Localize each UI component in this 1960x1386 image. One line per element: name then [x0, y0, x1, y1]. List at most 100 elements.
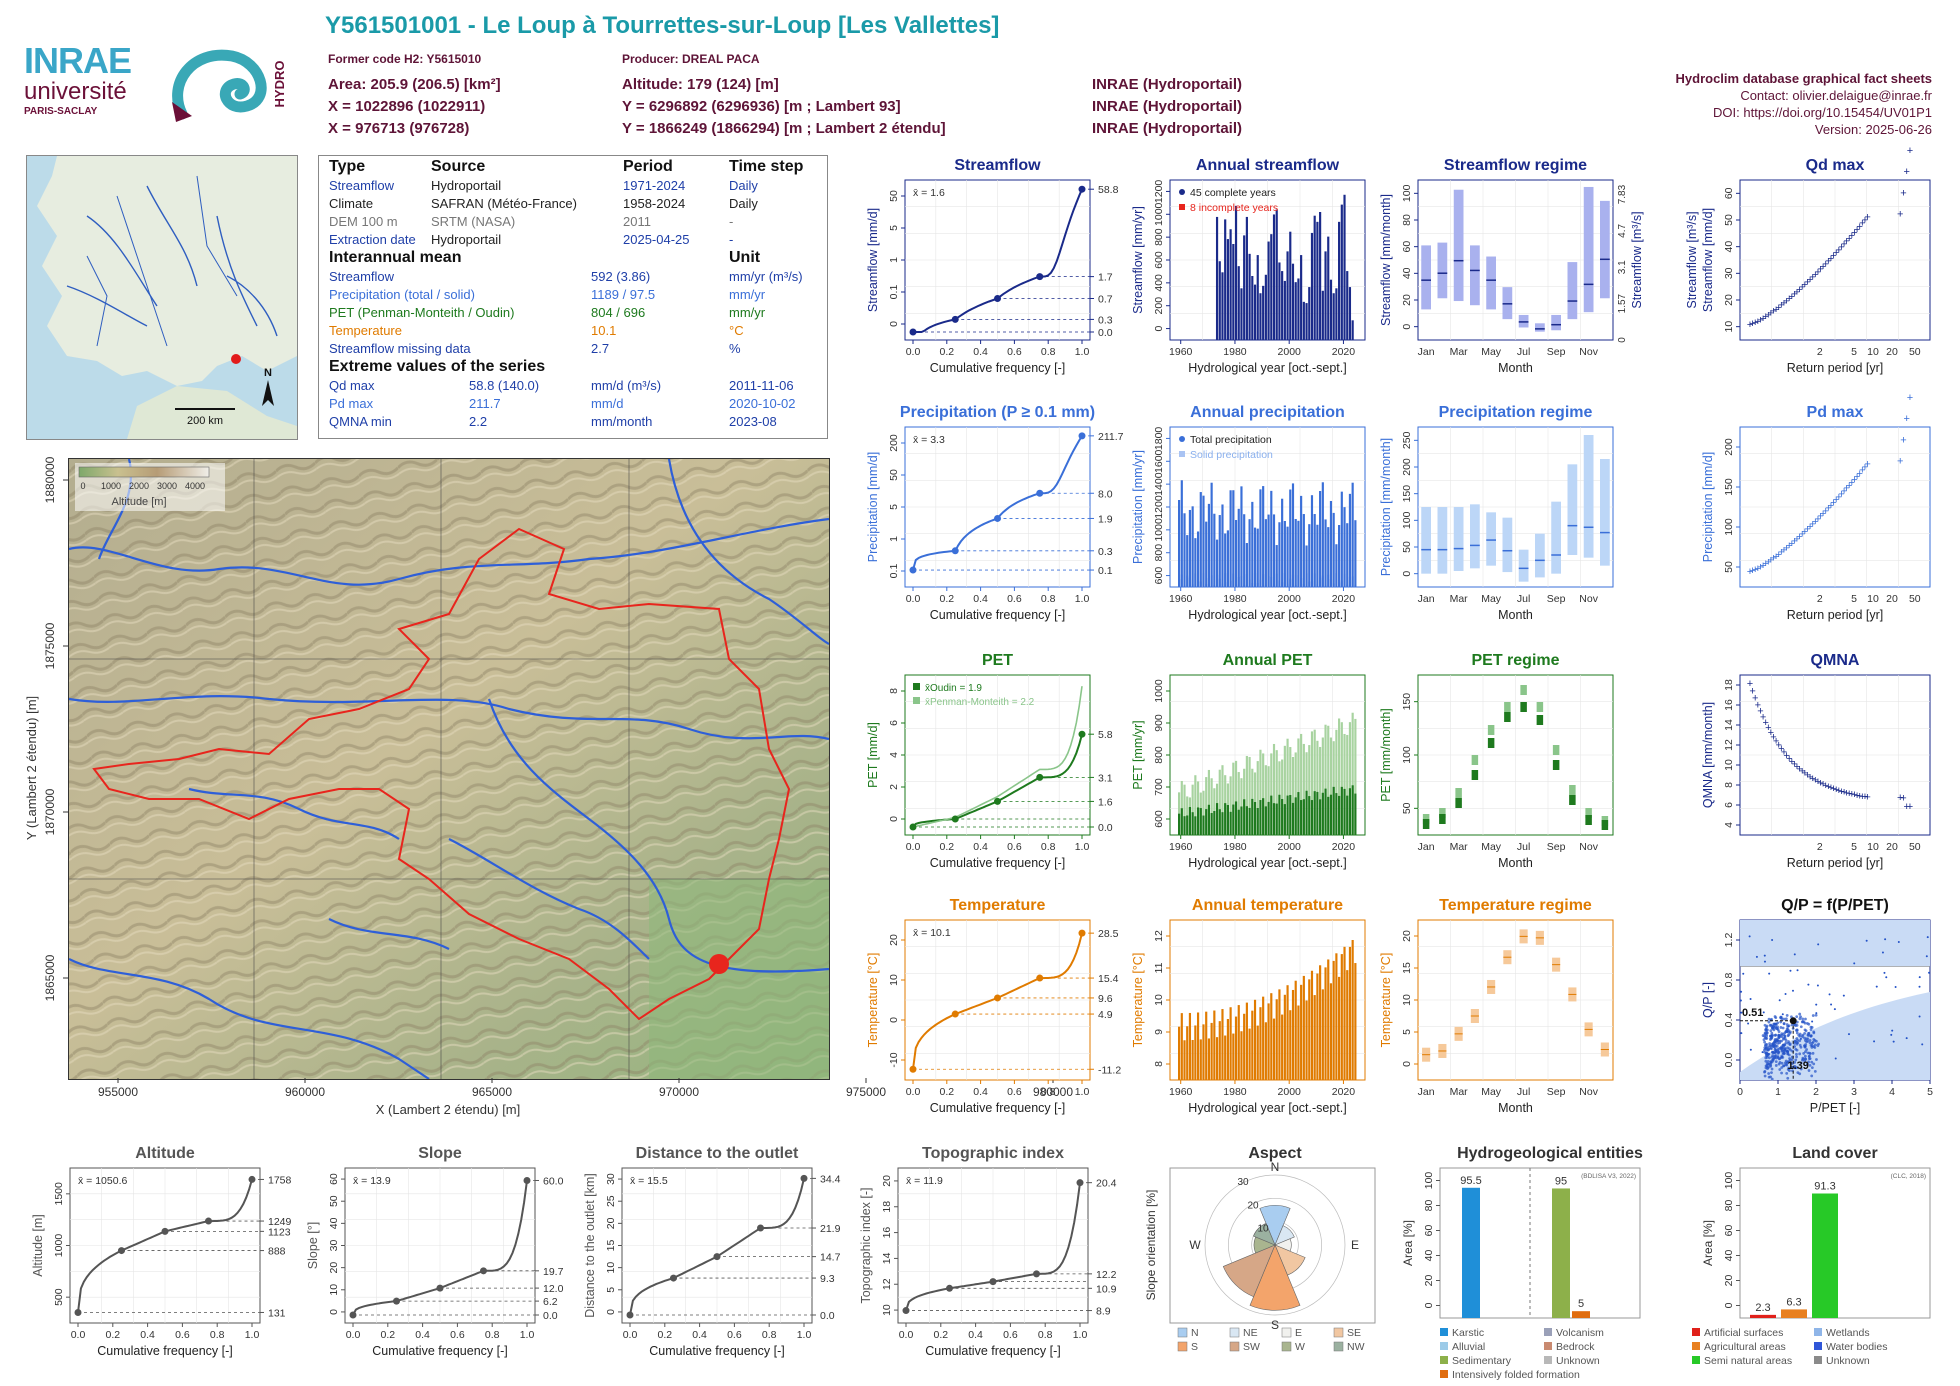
annual-bar [1256, 528, 1259, 587]
map-x-tick-label: 955000 [98, 1085, 138, 1099]
mean-label: x̄ = 1050.6 [78, 1175, 127, 1187]
x-tick-label: 3 [1851, 1086, 1857, 1098]
y-axis-label: Streamflow [mm/month] [1379, 194, 1393, 326]
annual-bar [1264, 519, 1267, 587]
panel-title-annual_streamflow: Annual streamflow [1196, 157, 1340, 174]
return-point: + [1843, 483, 1849, 495]
qp-point [1778, 1046, 1782, 1050]
return-point: + [1830, 783, 1836, 795]
qp-point [1778, 1041, 1782, 1045]
return-point: + [1823, 505, 1829, 517]
extreme-row-value: 2.2 [469, 414, 488, 429]
right-quantile-label: 0.0 [1098, 822, 1113, 834]
y-tick-label: 6 [888, 720, 900, 726]
qp-point [1767, 1020, 1771, 1024]
annual-bar [1289, 489, 1292, 587]
qp-point [1763, 954, 1766, 957]
regime-box-oudin [1439, 814, 1446, 824]
landcover-bar-label: 91.3 [1814, 1181, 1835, 1193]
doi[interactable]: DOI: https://doi.org/10.15454/UV01P1 [1713, 105, 1932, 120]
info-row-source: Hydroportail [431, 232, 502, 247]
return-point: + [1783, 542, 1789, 554]
return-point: + [1778, 743, 1784, 755]
x-tick-label: 0.4 [973, 346, 988, 358]
y-tick-label: 18 [1723, 679, 1735, 691]
info-table: Type Source Period Time step Interannual… [318, 155, 828, 439]
qp-point [1768, 1056, 1771, 1060]
y-tick-label: -10 [888, 1052, 900, 1067]
y-tick-label: 100 [1723, 518, 1735, 536]
y-tick-label: 10 [881, 1304, 893, 1316]
return-point: + [1755, 563, 1761, 575]
annual-bar [1310, 232, 1314, 340]
return-point: + [1854, 224, 1860, 236]
return-point: + [1768, 555, 1774, 567]
x-tick-label: 50 [1909, 346, 1921, 358]
return-point: + [1799, 529, 1805, 541]
x-tick-label: Jan [1418, 593, 1435, 605]
area: Area: 205.9 (206.5) [km²] [328, 76, 501, 93]
x-tick-label: 0.2 [657, 1329, 672, 1341]
return-point: + [1849, 789, 1855, 801]
annual-bar [1329, 983, 1333, 1080]
contact[interactable]: Contact: olivier.delaigue@inrae.fr [1740, 88, 1932, 103]
annual-bar [1308, 287, 1311, 340]
qp-point [1780, 1035, 1784, 1039]
return-point: + [1897, 208, 1903, 220]
compass-s: S [1271, 1318, 1279, 1332]
annual-bar-light [1262, 753, 1265, 835]
annual-bar-light [1259, 749, 1262, 835]
annual-bar-light [1234, 760, 1238, 835]
quantile-point [1078, 929, 1086, 937]
y-tick-label: 20 [888, 934, 900, 946]
annual-bar [1215, 803, 1219, 835]
qp-point [1808, 1051, 1811, 1055]
legend-label: E [1295, 1327, 1302, 1339]
y-tick-label: 0.1 [888, 285, 900, 300]
annual-bar-light [1351, 712, 1354, 835]
annual-bar-light [1221, 765, 1224, 835]
regime-box-penman [1536, 702, 1544, 712]
panel-title-landcover: Land cover [1792, 1145, 1877, 1162]
quantile-point [118, 1247, 125, 1255]
annual-bar [1251, 276, 1254, 340]
x-tick-label: 0.6 [1003, 1329, 1018, 1341]
qp-point [1771, 1050, 1775, 1054]
quantile-point [909, 566, 917, 574]
regime-box-penman [1504, 702, 1511, 712]
return-point: + [1768, 308, 1774, 320]
x-tick-label: 0.0 [623, 1329, 638, 1341]
annual-bar [1343, 946, 1346, 1080]
regime-box [1486, 512, 1496, 566]
qp-point [1763, 1074, 1767, 1078]
y-tick-label: 60 [328, 1173, 340, 1185]
x-tick-label: 2 [1817, 593, 1823, 605]
regime-box-penman [1455, 788, 1462, 798]
y-tick-label: 0 [328, 1309, 340, 1315]
x-tick-label: 0.0 [71, 1329, 86, 1341]
y-tick-label: 10 [1153, 994, 1165, 1006]
annual-bar [1319, 490, 1322, 587]
mean-label: x̄ = 15.5 [630, 1175, 668, 1187]
qp-point [1788, 1058, 1792, 1062]
y-tick-label: 1 [888, 536, 900, 542]
annual-bar-light [1256, 761, 1259, 835]
qp-point [1771, 1042, 1775, 1046]
annual-bar [1316, 524, 1319, 587]
return-point: + [1812, 775, 1818, 787]
y-tick-label: 1200 [1153, 180, 1165, 204]
annual-bar [1234, 205, 1238, 340]
x-tick-label: 0.2 [939, 841, 954, 853]
annual-bar-light [1286, 738, 1289, 835]
regime-box [1486, 256, 1496, 310]
qp-point [1762, 1011, 1765, 1014]
x-tick-label: 0.0 [346, 1329, 361, 1341]
x-tick-label: 0.4 [973, 1086, 988, 1098]
right-quantile-label: 14.7 [820, 1252, 841, 1264]
panel-title-slope_cdf: Slope [418, 1145, 462, 1162]
annual-bar [1294, 282, 1297, 340]
annual-bar [1178, 1026, 1181, 1080]
annual-bar [1291, 989, 1295, 1080]
regime-box [1551, 314, 1561, 331]
annual-bar [1272, 214, 1276, 340]
